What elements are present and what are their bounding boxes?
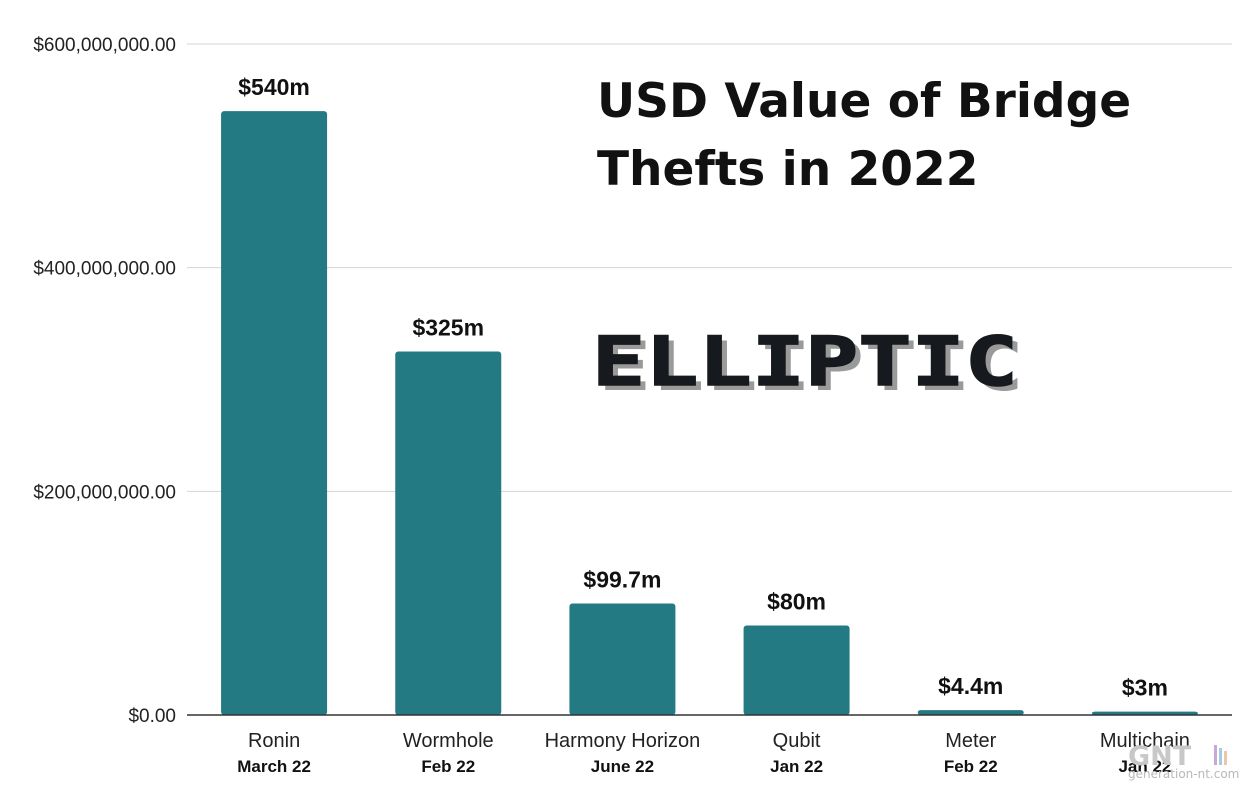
category-label: Wormhole: [403, 730, 494, 752]
x-axis-categories: Ronin March 22 Wormhole Feb 22 Harmony Horiz…: [237, 730, 1190, 776]
bar: [1091, 711, 1198, 715]
bars: [221, 111, 1198, 716]
category-date-label: Jan 22: [770, 757, 823, 776]
y-tick-label: $400,000,000.00: [33, 259, 176, 280]
watermark-subtext: generation-nt.com: [1128, 767, 1239, 781]
bar-data-label: $325m: [412, 315, 484, 341]
category-date-label: March 22: [237, 757, 311, 776]
watermark-logo: GNT: [1128, 741, 1192, 772]
category-label: Ronin: [248, 730, 300, 752]
bar: [743, 625, 850, 715]
bar: [917, 710, 1024, 715]
category-date-label: Feb 22: [944, 757, 998, 776]
category-label: Meter: [945, 730, 996, 752]
category-date-label: Feb 22: [421, 757, 475, 776]
y-axis-ticks: $0.00 $200,000,000.00 $400,000,000.00 $600,…: [33, 35, 176, 727]
y-tick-label: $600,000,000.00: [33, 35, 176, 56]
bar: [569, 603, 676, 715]
gridlines: [187, 43, 1232, 492]
bar-data-label: $3m: [1122, 675, 1168, 701]
watermark-bar-1: [1214, 745, 1217, 765]
elliptic-logo-text: ELLIPTIC: [592, 323, 1018, 402]
chart-title-line-1: USD Value of Bridge: [597, 74, 1131, 129]
category-label: Multichain: [1100, 730, 1190, 752]
bar-data-label: $80m: [767, 589, 826, 615]
category-date-label: Jan 22: [1118, 757, 1171, 776]
bar-data-label: $540m: [238, 74, 310, 100]
category-label: Qubit: [773, 730, 821, 752]
y-tick-label: $0.00: [128, 706, 176, 727]
category-date-label: June 22: [591, 757, 654, 776]
chart-title-line-2: Thefts in 2022: [597, 142, 978, 197]
watermark-bar-3: [1224, 751, 1227, 765]
elliptic-logo-shadow: ELLIPTIC: [598, 328, 1024, 407]
bar-data-labels: $540m $325m $99.7m $80m $4.4m $3m: [238, 74, 1168, 701]
category-label: Harmony Horizon: [545, 730, 701, 752]
watermark-bar-2: [1219, 748, 1222, 765]
bar-data-label: $99.7m: [583, 567, 661, 593]
y-tick-label: $200,000,000.00: [33, 482, 176, 503]
watermark: GNT generation-nt.com: [1128, 741, 1239, 781]
elliptic-logo: ELLIPTIC ELLIPTIC: [591, 322, 1024, 407]
bar: [395, 351, 502, 715]
bar-data-label: $4.4m: [938, 673, 1003, 699]
bar: [221, 111, 328, 716]
